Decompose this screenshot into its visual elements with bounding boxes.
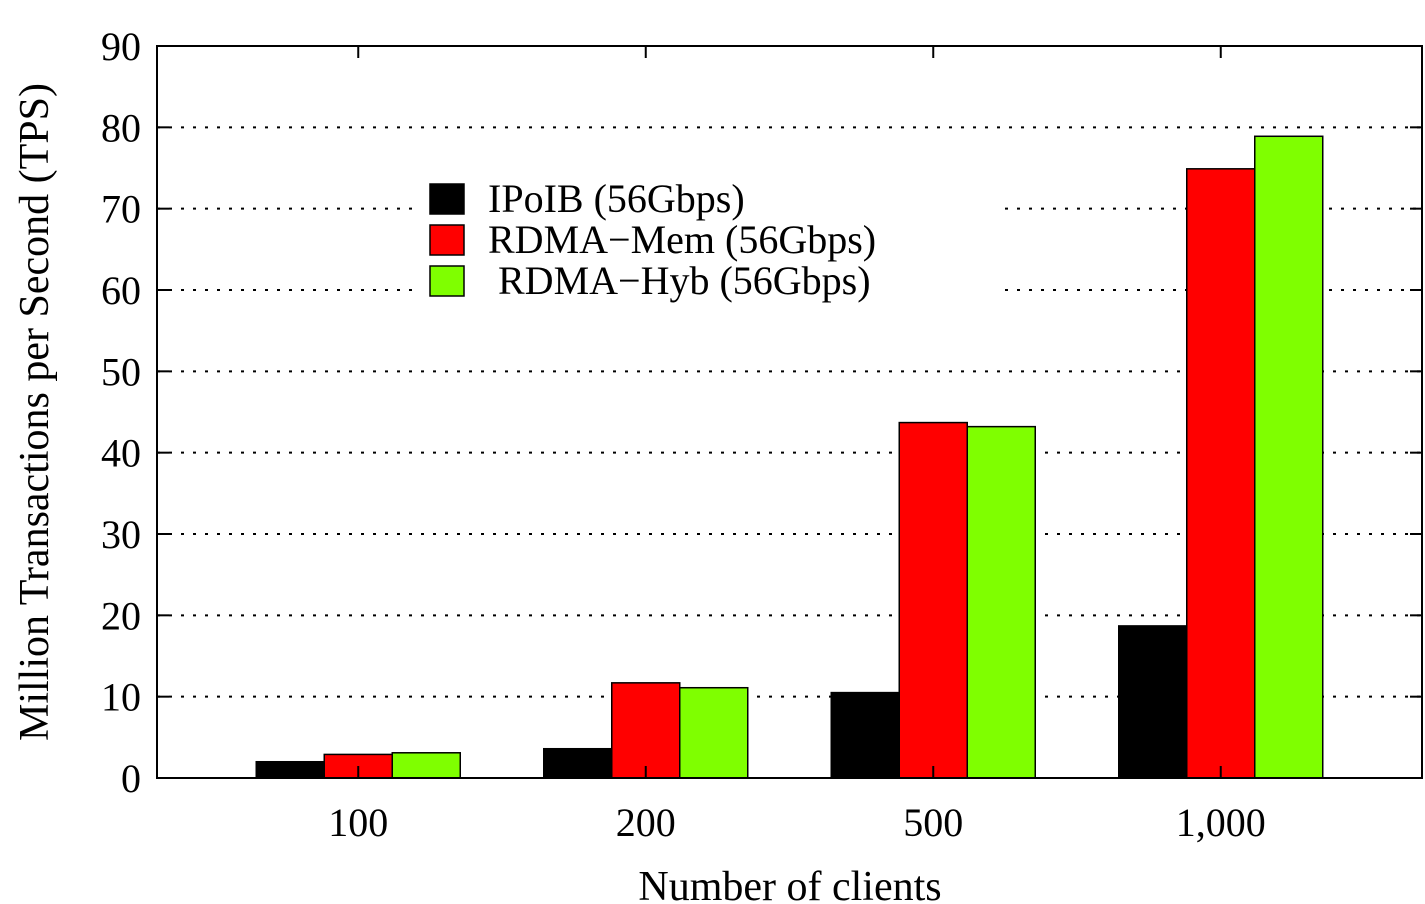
bar	[898, 421, 968, 779]
y-tick-label: 70	[101, 187, 141, 232]
x-tick-label: 100	[328, 800, 388, 845]
bar	[966, 425, 1036, 779]
legend-swatch	[429, 265, 465, 297]
legend: IPoIB (56Gbps)RDMA−Mem (56Gbps) RDMA−Hyb…	[429, 176, 876, 303]
legend-label: RDMA−Mem (56Gbps)	[488, 217, 876, 262]
legend-label: RDMA−Hyb (56Gbps)	[488, 258, 871, 303]
y-tick-label: 50	[101, 349, 141, 394]
legend-swatch	[429, 183, 465, 215]
x-tick-labels: 100 200 500 1,000	[328, 800, 1266, 845]
bar	[1118, 625, 1188, 779]
bars	[255, 135, 1324, 779]
tick-marks	[157, 45, 1422, 779]
bar	[679, 686, 749, 779]
y-tick-label: 0	[121, 756, 141, 801]
x-tick-label: 500	[903, 800, 963, 845]
y-tick-label: 20	[101, 593, 141, 638]
bar	[543, 747, 613, 779]
y-tick-labels: 0 10 20 30 40 50 60 70 80 90	[101, 24, 141, 801]
plot-frame	[156, 45, 1423, 779]
x-axis-title: Number of clients	[638, 864, 941, 904]
bar	[391, 752, 461, 779]
y-tick-label: 60	[101, 268, 141, 313]
bar	[830, 691, 900, 779]
y-axis-title: Million Transactions per Second (TPS)	[12, 83, 58, 741]
x-tick-label: 1,000	[1176, 800, 1266, 845]
bar	[255, 760, 325, 779]
bar	[1254, 135, 1324, 779]
y-tick-label: 90	[101, 24, 141, 69]
legend-label: IPoIB (56Gbps)	[488, 176, 745, 221]
bar	[1186, 168, 1256, 779]
legend-swatch	[429, 224, 465, 256]
bar	[611, 682, 681, 779]
y-tick-label: 30	[101, 512, 141, 557]
y-tick-label: 40	[101, 431, 141, 476]
x-tick-label: 200	[616, 800, 676, 845]
y-tick-label: 80	[101, 105, 141, 150]
y-tick-label: 10	[101, 675, 141, 720]
